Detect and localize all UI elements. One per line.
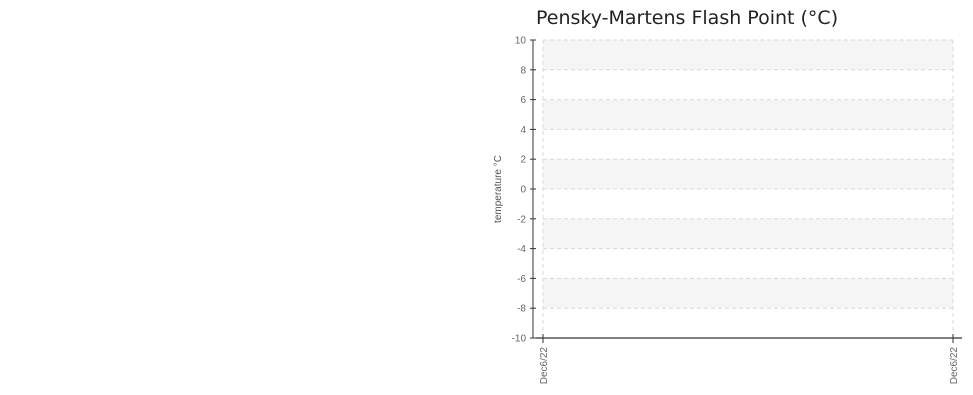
- y-tick-label: 2: [520, 155, 526, 166]
- grid-band: [543, 278, 953, 309]
- y-axis-ticks: 10 8 6 4 2 0 -2 -4 -6 -8 -10: [512, 36, 536, 345]
- grid-band: [543, 99, 953, 130]
- grid-band: [543, 159, 953, 189]
- y-axis-label: temperature °C: [493, 155, 504, 223]
- x-axis-ticks: Dec6/22 Dec6/22: [539, 334, 960, 384]
- y-tick-label: -10: [512, 334, 527, 345]
- y-tick-label: -8: [517, 304, 526, 315]
- y-tick-label: 8: [520, 65, 526, 76]
- y-tick-label: -2: [517, 214, 526, 225]
- y-tick-label: 4: [520, 125, 526, 136]
- x-tick-label: Dec6/22: [949, 347, 960, 385]
- grid-band: [543, 40, 953, 70]
- y-tick-label: 10: [515, 36, 527, 47]
- chart-title: Pensky-Martens Flash Point (°C): [536, 7, 839, 29]
- y-tick-label: -4: [517, 244, 526, 255]
- y-tick-label: 0: [520, 185, 526, 196]
- y-tick-label: 6: [520, 95, 526, 106]
- x-tick-label: Dec6/22: [539, 347, 550, 385]
- background-bands: [543, 40, 953, 309]
- grid-lines: [542, 39, 954, 338]
- y-tick-label: -6: [517, 274, 526, 285]
- grid-band: [543, 218, 953, 249]
